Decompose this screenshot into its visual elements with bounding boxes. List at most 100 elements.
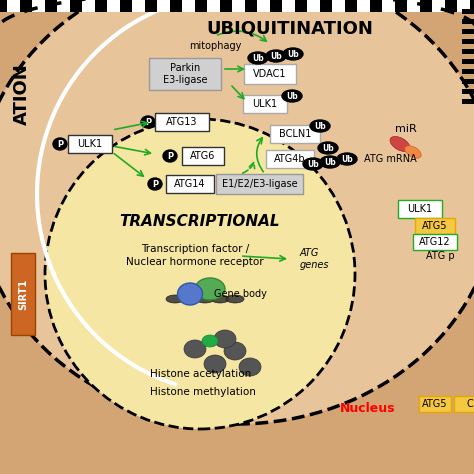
FancyBboxPatch shape	[170, 0, 182, 12]
FancyBboxPatch shape	[120, 0, 132, 12]
FancyBboxPatch shape	[462, 69, 474, 74]
Ellipse shape	[0, 0, 474, 424]
FancyBboxPatch shape	[45, 0, 57, 12]
FancyBboxPatch shape	[295, 0, 307, 12]
FancyBboxPatch shape	[245, 0, 257, 12]
Ellipse shape	[226, 295, 244, 303]
Text: ULK1: ULK1	[77, 139, 102, 149]
FancyBboxPatch shape	[145, 0, 157, 12]
Text: ATION: ATION	[13, 63, 31, 125]
FancyBboxPatch shape	[462, 89, 474, 94]
Text: Transcription factor /
Nuclear hormone receptor: Transcription factor / Nuclear hormone r…	[126, 244, 264, 267]
FancyBboxPatch shape	[270, 125, 320, 143]
Text: Ub: Ub	[322, 144, 334, 153]
FancyBboxPatch shape	[107, 0, 120, 12]
Ellipse shape	[283, 48, 303, 60]
FancyBboxPatch shape	[307, 0, 320, 12]
FancyBboxPatch shape	[257, 0, 270, 12]
Text: ATG
genes: ATG genes	[300, 248, 329, 270]
FancyBboxPatch shape	[457, 0, 470, 12]
FancyBboxPatch shape	[470, 0, 474, 12]
Text: Ub: Ub	[286, 91, 298, 100]
FancyBboxPatch shape	[382, 0, 395, 12]
FancyBboxPatch shape	[420, 0, 432, 12]
Ellipse shape	[148, 178, 162, 190]
FancyBboxPatch shape	[155, 113, 209, 131]
Ellipse shape	[177, 283, 202, 305]
Text: Parkin
E3-ligase: Parkin E3-ligase	[163, 63, 207, 85]
Ellipse shape	[184, 340, 206, 358]
Text: ATG13: ATG13	[166, 117, 198, 127]
Text: P: P	[152, 180, 158, 189]
Text: ATG5: ATG5	[422, 221, 448, 231]
Ellipse shape	[248, 52, 268, 64]
Ellipse shape	[211, 295, 229, 303]
FancyBboxPatch shape	[32, 0, 45, 12]
FancyBboxPatch shape	[217, 174, 303, 194]
Text: BCLN1: BCLN1	[279, 129, 311, 139]
Ellipse shape	[214, 330, 236, 348]
FancyBboxPatch shape	[244, 64, 296, 84]
Ellipse shape	[196, 295, 214, 303]
Text: ATG p: ATG p	[426, 251, 454, 261]
Text: ULK1: ULK1	[253, 99, 278, 109]
FancyBboxPatch shape	[57, 0, 70, 12]
FancyBboxPatch shape	[345, 0, 357, 12]
FancyBboxPatch shape	[432, 0, 445, 12]
FancyBboxPatch shape	[332, 0, 345, 12]
FancyBboxPatch shape	[182, 0, 195, 12]
Text: TRANSCRIPTIONAL: TRANSCRIPTIONAL	[120, 214, 280, 229]
FancyBboxPatch shape	[70, 0, 82, 12]
Ellipse shape	[202, 335, 218, 347]
FancyBboxPatch shape	[415, 218, 455, 234]
FancyBboxPatch shape	[270, 0, 282, 12]
Text: ATG4b: ATG4b	[274, 154, 306, 164]
FancyBboxPatch shape	[232, 0, 245, 12]
Ellipse shape	[204, 355, 226, 373]
FancyBboxPatch shape	[462, 19, 474, 24]
Ellipse shape	[266, 50, 286, 62]
FancyBboxPatch shape	[462, 99, 474, 104]
FancyBboxPatch shape	[398, 200, 442, 218]
FancyBboxPatch shape	[462, 49, 474, 54]
Ellipse shape	[45, 119, 355, 429]
FancyBboxPatch shape	[370, 0, 382, 12]
Ellipse shape	[239, 358, 261, 376]
Text: Ub: Ub	[341, 155, 353, 164]
FancyBboxPatch shape	[462, 9, 474, 14]
FancyBboxPatch shape	[20, 0, 32, 12]
Text: Ub: Ub	[252, 54, 264, 63]
Text: P: P	[57, 139, 63, 148]
Ellipse shape	[303, 158, 323, 170]
FancyBboxPatch shape	[157, 0, 170, 12]
FancyBboxPatch shape	[95, 0, 107, 12]
Text: ATG14: ATG14	[174, 179, 206, 189]
Ellipse shape	[390, 137, 410, 152]
FancyBboxPatch shape	[132, 0, 145, 12]
Ellipse shape	[224, 342, 246, 360]
FancyBboxPatch shape	[166, 175, 214, 193]
FancyBboxPatch shape	[68, 135, 112, 153]
Text: P: P	[145, 118, 151, 127]
FancyBboxPatch shape	[462, 29, 474, 34]
Ellipse shape	[405, 146, 421, 158]
Text: Ub: Ub	[270, 52, 282, 61]
FancyBboxPatch shape	[220, 0, 232, 12]
Ellipse shape	[282, 90, 302, 102]
Text: Histone methylation: Histone methylation	[150, 387, 256, 397]
Text: C: C	[466, 399, 474, 409]
Text: Ub: Ub	[287, 49, 299, 58]
Text: P: P	[167, 152, 173, 161]
Ellipse shape	[163, 150, 177, 162]
Ellipse shape	[166, 295, 184, 303]
Text: ATG12: ATG12	[419, 237, 451, 247]
FancyBboxPatch shape	[149, 58, 221, 90]
Ellipse shape	[53, 138, 67, 150]
FancyBboxPatch shape	[320, 0, 332, 12]
FancyBboxPatch shape	[454, 396, 474, 412]
Text: UBIQUITINATION: UBIQUITINATION	[207, 19, 374, 37]
FancyBboxPatch shape	[462, 39, 474, 44]
FancyBboxPatch shape	[407, 0, 420, 12]
FancyBboxPatch shape	[182, 147, 224, 165]
FancyBboxPatch shape	[243, 95, 287, 113]
